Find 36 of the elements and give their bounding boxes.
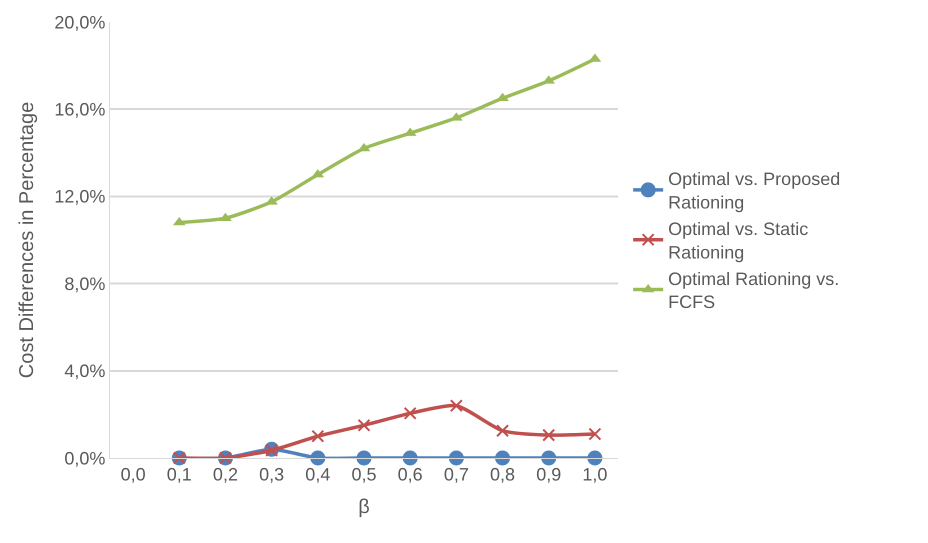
point: [448, 450, 464, 466]
x-tick-label: 0,1: [166, 464, 192, 485]
y-tick-label: 20,0%: [54, 12, 106, 32]
point: [587, 450, 602, 466]
x-tick-label: 0,3: [259, 464, 284, 485]
point: [450, 399, 463, 412]
x-tick-label: 0,9: [536, 464, 562, 485]
y-axis-title: Cost Differences in Percentage: [16, 102, 38, 378]
x-axis-title: β: [358, 496, 370, 518]
x-tick-label: 0,4: [305, 464, 330, 485]
y-tick-label: 4,0%: [64, 361, 106, 382]
legend-label: Optimal Rationing vs. FCFS: [668, 268, 840, 312]
x-tick-label: 0,5: [351, 464, 377, 485]
x-tick-label: 0,6: [398, 464, 423, 485]
point: [358, 418, 370, 432]
y-tick-label: 16,0%: [54, 100, 106, 120]
point: [541, 450, 556, 466]
x-tick-label: 0,7: [444, 464, 469, 485]
y-tick-label: 0,0%: [64, 448, 106, 468]
legend-label: Optimal vs. Proposed Rationing: [668, 169, 840, 213]
point: [402, 450, 418, 466]
point: [495, 450, 510, 466]
y-tick-label: 8,0%: [64, 274, 106, 294]
x-tick-label: 1,0: [582, 464, 608, 485]
point: [542, 428, 556, 442]
point: [404, 406, 417, 420]
y-tick-label: 12,0%: [54, 186, 106, 207]
x-tick-label: 0,2: [212, 464, 238, 485]
point: [311, 430, 324, 443]
point: [588, 428, 602, 441]
point: [310, 450, 326, 466]
x-tick-label: 0,8: [490, 464, 516, 485]
point: [356, 450, 372, 466]
legend-label: Optimal vs. Static Rationing: [668, 219, 808, 262]
x-tick-label: 0,0: [120, 464, 146, 485]
point: [496, 424, 510, 438]
